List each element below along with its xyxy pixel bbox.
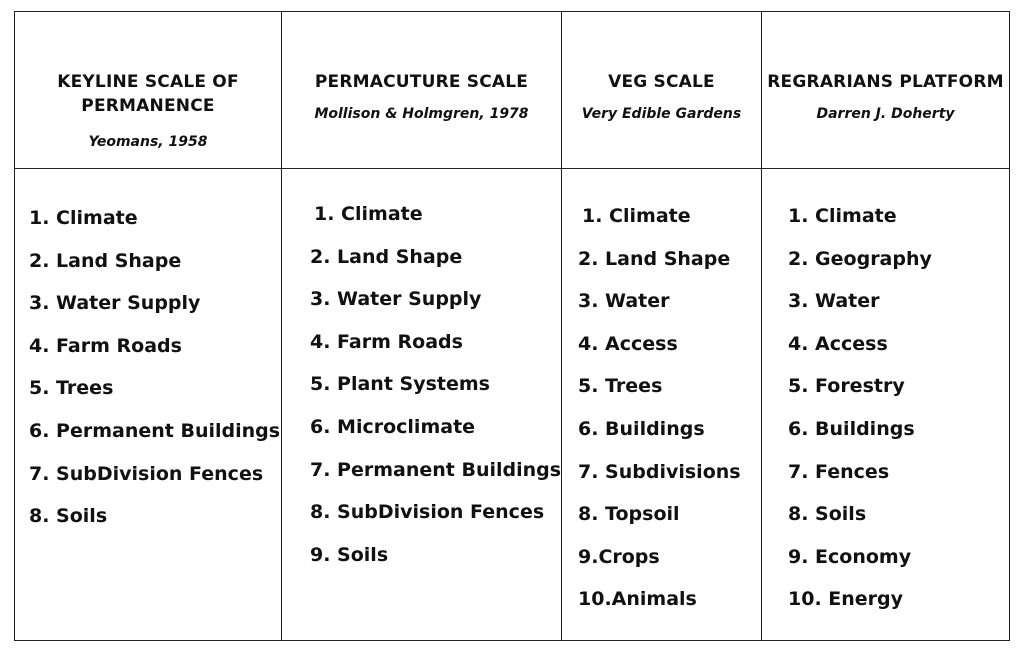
scale-comparison-table: KEYLINE SCALE OF PERMANENCE Yeomans, 195… <box>14 11 1010 641</box>
list-item: 7. Permanent Buildings <box>310 458 562 481</box>
list-item: 9. Economy <box>788 545 912 568</box>
list-item: 5. Trees <box>578 375 663 398</box>
list-item: 8. SubDivision Fences <box>310 501 545 524</box>
scale-list: 1. Climate 2. Land Shape 3. Water 4. Acc… <box>562 169 761 630</box>
column-permaculture: PERMACUTURE SCALE Mollison & Holmgren, 1… <box>282 12 562 640</box>
column-title: VEG SCALE <box>608 72 715 92</box>
column-title: REGRARIANS PLATFORM <box>767 72 1004 92</box>
list-item: 2. Land Shape <box>29 249 182 272</box>
list-item: 10.Animals <box>578 588 697 611</box>
list-item: 6. Buildings <box>578 417 705 440</box>
list-item: 3. Water Supply <box>310 288 482 311</box>
column-title: KEYLINE SCALE OF PERMANENCE <box>57 72 239 116</box>
column-header: REGRARIANS PLATFORM Darren J. Doherty <box>762 12 1009 169</box>
list-item: 5. Trees <box>29 377 114 400</box>
column-subtitle: Mollison & Holmgren, 1978 <box>314 106 529 122</box>
list-item: 2. Land Shape <box>310 245 463 268</box>
column-regrarians: REGRARIANS PLATFORM Darren J. Doherty 1.… <box>762 12 1009 640</box>
list-item: 4. Access <box>578 332 678 355</box>
list-item: 1. Climate <box>29 207 138 229</box>
scale-list: 1. Climate 2. Land Shape 3. Water Supply… <box>15 169 281 547</box>
scale-list: 1. Climate 2. Geography 3. Water 4. Acce… <box>762 169 1009 630</box>
list-item: 5. Plant Systems <box>310 373 490 396</box>
list-item: 4. Farm Roads <box>310 330 463 353</box>
column-subtitle: Darren J. Doherty <box>816 106 955 122</box>
list-item: 2. Land Shape <box>578 247 731 270</box>
list-item: 4. Farm Roads <box>29 334 182 357</box>
list-item: 7. SubDivision Fences <box>29 462 264 485</box>
list-item: 7. Subdivisions <box>578 460 741 483</box>
list-item: 5. Forestry <box>788 375 905 398</box>
column-veg: VEG SCALE Very Edible Gardens 1. Climate… <box>562 12 762 640</box>
scale-list: 1. Climate 2. Land Shape 3. Water Supply… <box>282 169 561 585</box>
column-header: VEG SCALE Very Edible Gardens <box>562 12 761 169</box>
list-item: 3. Water <box>578 290 670 313</box>
list-item: 6. Microclimate <box>310 415 476 438</box>
list-item: 6. Permanent Buildings <box>29 419 281 442</box>
list-item: 3. Water Supply <box>29 292 201 315</box>
column-title: PERMACUTURE SCALE <box>314 72 529 92</box>
list-item: 8. Topsoil <box>578 503 680 526</box>
list-item: 10. Energy <box>788 588 904 611</box>
column-subtitle: Yeomans, 1958 <box>88 134 208 150</box>
list-item: 8. Soils <box>29 505 108 528</box>
list-item: 6. Buildings <box>788 417 915 440</box>
column-header: PERMACUTURE SCALE Mollison & Holmgren, 1… <box>282 12 561 169</box>
column-header: KEYLINE SCALE OF PERMANENCE Yeomans, 195… <box>15 12 281 169</box>
list-item: 2. Geography <box>788 247 932 270</box>
list-item: 1. Climate <box>314 203 423 225</box>
list-item: 1. Climate <box>788 205 897 227</box>
list-item: 4. Access <box>788 332 888 355</box>
list-item: 7. Fences <box>788 460 890 483</box>
list-item: 1. Climate <box>582 205 691 227</box>
list-item: 8. Soils <box>788 503 867 526</box>
column-keyline: KEYLINE SCALE OF PERMANENCE Yeomans, 195… <box>15 12 282 640</box>
list-item: 9. Soils <box>310 543 389 566</box>
column-subtitle: Very Edible Gardens <box>581 106 742 122</box>
list-item: 3. Water <box>788 290 880 313</box>
list-item: 9.Crops <box>578 545 660 568</box>
